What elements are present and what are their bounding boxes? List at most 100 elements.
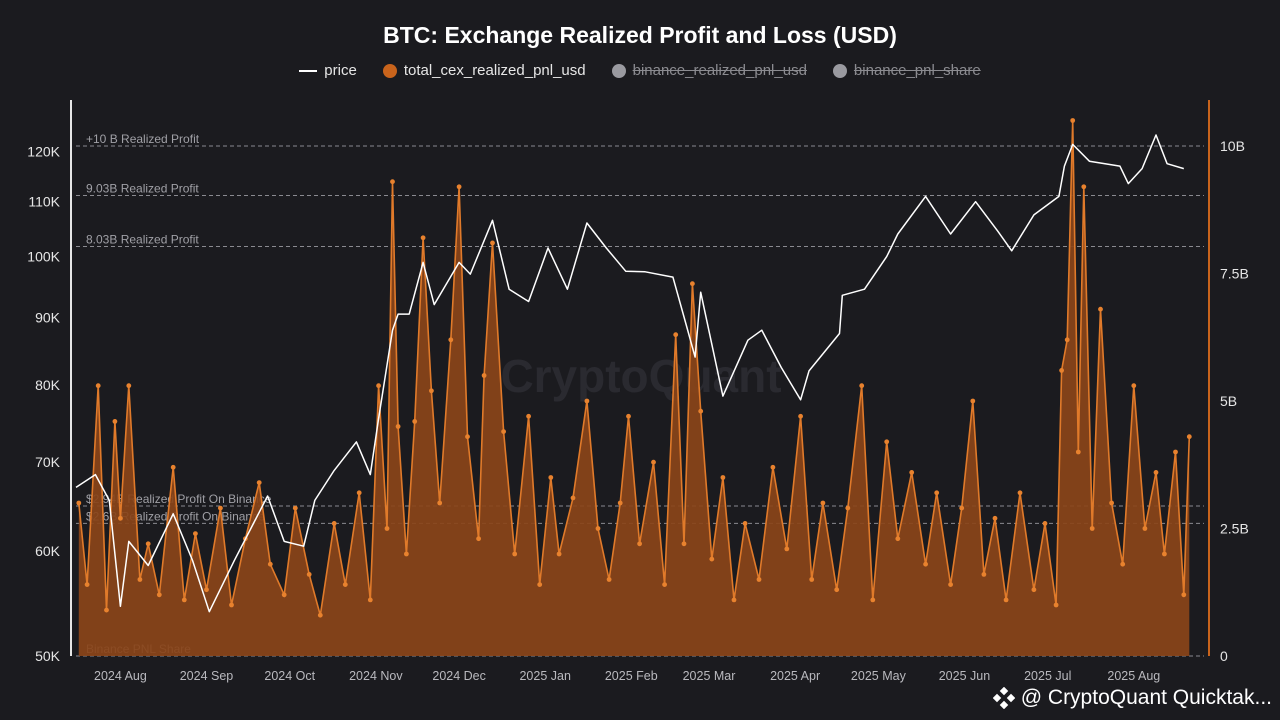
pnl-point (465, 434, 470, 440)
legend-item-binance-share[interactable]: binance_pnl_share (832, 62, 981, 79)
pnl-point (1059, 368, 1064, 373)
pnl-point (137, 577, 143, 582)
brand-credit: @ CryptoQuant Quicktak... (992, 686, 1272, 710)
pnl-point (690, 281, 695, 287)
pnl-point (756, 577, 762, 582)
pnl-point (570, 495, 576, 501)
right-tick-label: 7.5B (1220, 266, 1249, 282)
pnl-point (229, 602, 234, 608)
pnl-point (606, 577, 612, 582)
right-tick-label: 0 (1220, 648, 1228, 664)
pnl-point (584, 398, 590, 404)
x-tick-label: 2025 Apr (770, 669, 820, 683)
pnl-point (1089, 526, 1095, 531)
line-swatch-icon (299, 69, 318, 72)
right-tick-label: 2.5B (1220, 521, 1249, 537)
pnl-point (1081, 184, 1087, 190)
pnl-point (512, 551, 518, 557)
pnl-point (948, 582, 953, 587)
pnl-point (820, 500, 826, 506)
right-tick-label: 5B (1220, 393, 1237, 409)
pnl-point (845, 505, 851, 511)
legend-item-price[interactable]: price (299, 62, 357, 79)
legend-label: price (324, 62, 357, 79)
pnl-point (490, 240, 495, 246)
pnl-point (626, 413, 631, 419)
x-tick-label: 2025 Mar (683, 669, 736, 683)
pnl-point (456, 184, 462, 190)
pnl-point (204, 587, 209, 593)
pnl-point (981, 572, 987, 577)
pnl-point (331, 521, 337, 526)
pnl-point (1131, 383, 1137, 389)
pnl-point (1162, 551, 1167, 557)
pnl-point (412, 419, 418, 424)
pnl-point (112, 419, 118, 424)
pnl-point (784, 546, 790, 552)
legend-label: binance_pnl_share (853, 62, 981, 79)
pnl-point (1053, 602, 1059, 608)
x-tick-label: 2025 Jun (939, 669, 990, 683)
x-tick-label: 2024 Sep (180, 669, 234, 683)
pnl-point (637, 541, 642, 547)
pnl-point (448, 337, 454, 343)
pnl-point (895, 536, 901, 542)
pnl-point (673, 332, 679, 338)
pnl-point (267, 561, 273, 567)
pnl-point (651, 459, 656, 465)
pnl-point (126, 383, 132, 389)
pnl-point (731, 597, 737, 603)
pnl-point (1017, 490, 1023, 496)
x-tick-label: 2025 May (851, 669, 907, 683)
pnl-point (1186, 434, 1192, 440)
pnl-point (1181, 592, 1187, 598)
left-tick-label: 50K (35, 648, 61, 664)
pnl-point (429, 388, 434, 394)
pnl-point (1042, 521, 1048, 526)
pnl-point (992, 515, 998, 521)
pnl-point (118, 515, 123, 521)
pnl-point (145, 541, 151, 547)
pnl-point (356, 490, 362, 496)
left-tick-label: 120K (27, 144, 60, 160)
x-tick-label: 2025 Aug (1107, 669, 1160, 683)
pnl-point (420, 235, 426, 241)
brand-text: @ CryptoQuant Quicktak... (1020, 686, 1272, 709)
pnl-point (548, 475, 554, 480)
pnl-point (1153, 470, 1159, 475)
pnl-area (78, 120, 1190, 656)
pnl-point (156, 592, 162, 598)
legend-item-total-cex-pnl[interactable]: total_cex_realized_pnl_usd (382, 62, 586, 79)
legend-item-binance-pnl[interactable]: binance_realized_pnl_usd (611, 62, 807, 79)
pnl-point (95, 383, 101, 389)
x-tick-label: 2024 Nov (349, 669, 403, 683)
pnl-point (934, 490, 940, 496)
pnl-point (1064, 337, 1070, 343)
pnl-point (742, 521, 748, 526)
pnl-point (395, 424, 401, 429)
left-tick-label: 80K (35, 377, 61, 393)
pnl-point (809, 577, 815, 582)
pnl-point (959, 505, 965, 511)
reference-line-label: 8.03B Realized Profit (86, 232, 199, 246)
pnl-point (1098, 306, 1103, 312)
pnl-point (481, 373, 487, 378)
dot-swatch-icon (611, 63, 626, 78)
pnl-point (306, 572, 312, 577)
pnl-point (317, 612, 323, 618)
x-tick-label: 2025 Jan (519, 669, 570, 683)
pnl-point (798, 413, 803, 419)
reference-line-label: 9.03B Realized Profit (86, 181, 199, 195)
pnl-point (256, 480, 262, 485)
pnl-point (662, 582, 667, 587)
pnl-point (681, 541, 687, 547)
pnl-point (193, 531, 198, 536)
pnl-point (1075, 449, 1081, 455)
pnl-point (909, 470, 915, 475)
x-tick-label: 2024 Oct (264, 669, 315, 683)
pnl-point (923, 561, 928, 567)
x-tick-label: 2024 Aug (94, 669, 147, 683)
dot-swatch-icon (832, 63, 847, 78)
pnl-point (367, 597, 373, 603)
